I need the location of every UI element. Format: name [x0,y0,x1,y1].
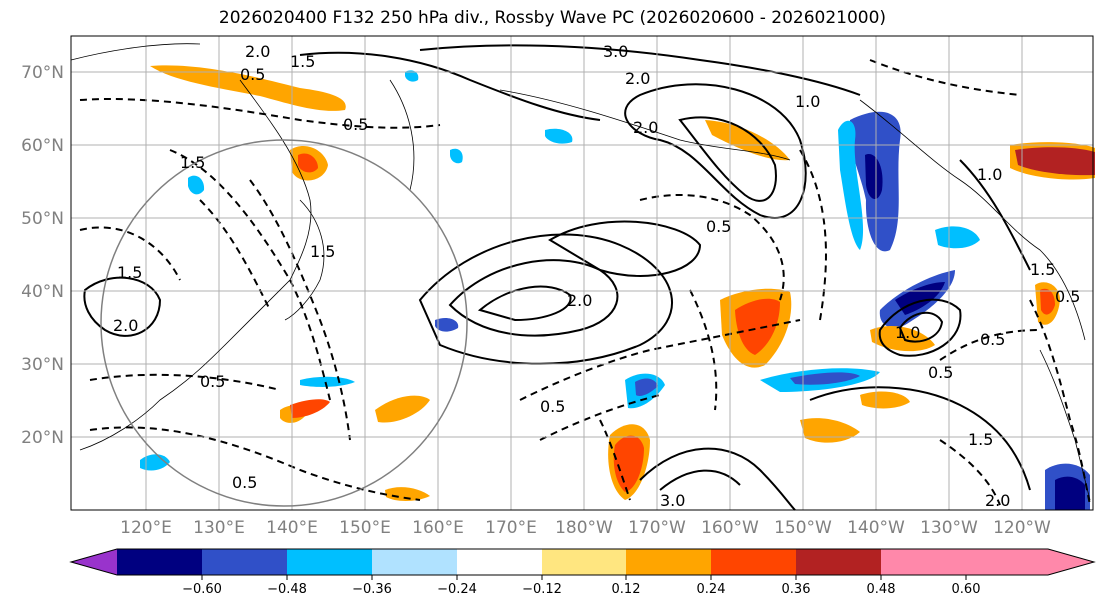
colorbar-ticks [201,575,967,580]
lon-label: 170°E [485,518,537,538]
contour-label-group: 2.0 3.0 2.0 1.0 0.5 1.5 0.5 2.0 1.0 1.5 … [113,42,1080,510]
longitude-labels: 120°E 130°E 140°E 150°E 160°E 170°E 180°… [120,518,1051,538]
contour-label: 1.5 [290,52,315,71]
colorbar-outline [69,548,1096,576]
graticule [71,36,1093,510]
colorbar-tick-label: 0.48 [867,582,896,597]
lon-label: 160°E [412,518,464,538]
lon-label: 140°E [266,518,318,538]
lon-label: 160°W [701,518,759,538]
contour-label: 1.0 [895,323,920,342]
contour-label: 0.5 [232,473,257,492]
reference-circle [100,139,468,507]
contour-label: 0.5 [1055,287,1080,306]
latitude-labels: 70°N 60°N 50°N 40°N 30°N 20°N [21,63,64,448]
map-background [71,36,1093,510]
contour-label: 1.5 [1030,260,1055,279]
colorbar-tick-label: −0.48 [267,582,307,597]
colorbar-tick-label: −0.24 [437,582,477,597]
contour-label: 1.0 [977,165,1002,184]
colorbar-tick-label: −0.36 [352,582,392,597]
colorbar-right-extension [966,549,1094,575]
contour-label: 3.0 [603,42,628,61]
contour-label: 1.5 [117,263,142,282]
colorbar-tick-label: 0.24 [697,582,726,597]
colorbar-tick-label: −0.60 [182,582,222,597]
lon-label: 140°W [847,518,905,538]
contour-label: 1.5 [180,153,205,172]
contour-label: 2.0 [567,291,592,310]
contour-label: 0.5 [980,330,1005,349]
contour-label: 0.5 [343,115,368,134]
lat-label: 50°N [21,209,64,229]
colorbar-tick-label: 0.12 [612,582,641,597]
contour-label: 1.5 [310,242,335,261]
colorbar-segment [457,549,542,575]
lat-label: 30°N [21,355,64,375]
contour-label: 0.5 [540,397,565,416]
contour-label: 0.5 [240,65,265,84]
contour-label: 0.5 [200,372,225,391]
colorbar-tick-label: 0.36 [782,582,811,597]
contour-label: 3.0 [660,491,685,510]
contour-label: 1.5 [968,430,993,449]
colorbar-segment [542,549,626,575]
lon-label: 130°E [193,518,245,538]
colorbar-segment [881,549,966,575]
contour-label: 2.0 [633,118,658,137]
colorbar-segment [626,549,711,575]
lon-label: 120°W [993,518,1051,538]
colorbar-segment [287,549,372,575]
map-frame [70,35,1094,511]
colorbar-segment [372,549,457,575]
colorbar-tick-label: −0.12 [522,582,562,597]
contour-label: 2.0 [985,491,1010,510]
contour-label: 1.0 [795,92,820,111]
contour-label: 2.0 [113,316,138,335]
map-title: 2026020400 F132 250 hPa div., Rossby Wav… [218,8,887,28]
contour-label: 2.0 [245,42,270,61]
colorbar-segment [796,549,881,575]
contour-label: 0.5 [928,363,953,382]
colorbar-segment [711,549,796,575]
lon-label: 130°W [920,518,978,538]
contour-label: 2.0 [625,69,650,88]
colorbar-segment [117,549,202,575]
colorbar-left-extension [71,549,117,575]
coastlines [70,43,1091,501]
lat-label: 70°N [21,63,64,83]
colorbar-tick-label: 0.60 [952,582,981,597]
colorbar: −0.60 −0.48 −0.36 −0.24 −0.12 0.12 0.24 … [69,548,1096,597]
lat-label: 40°N [21,282,64,302]
lon-label: 170°W [628,518,686,538]
lon-label: 150°E [339,518,391,538]
contour-label: 0.5 [706,217,731,236]
divergence-shading [140,65,1095,510]
lon-label: 180°W [555,518,613,538]
lon-label: 150°W [774,518,832,538]
lat-label: 20°N [21,428,64,448]
colorbar-segment [202,549,287,575]
lat-label: 60°N [21,136,64,156]
lon-label: 120°E [120,518,172,538]
